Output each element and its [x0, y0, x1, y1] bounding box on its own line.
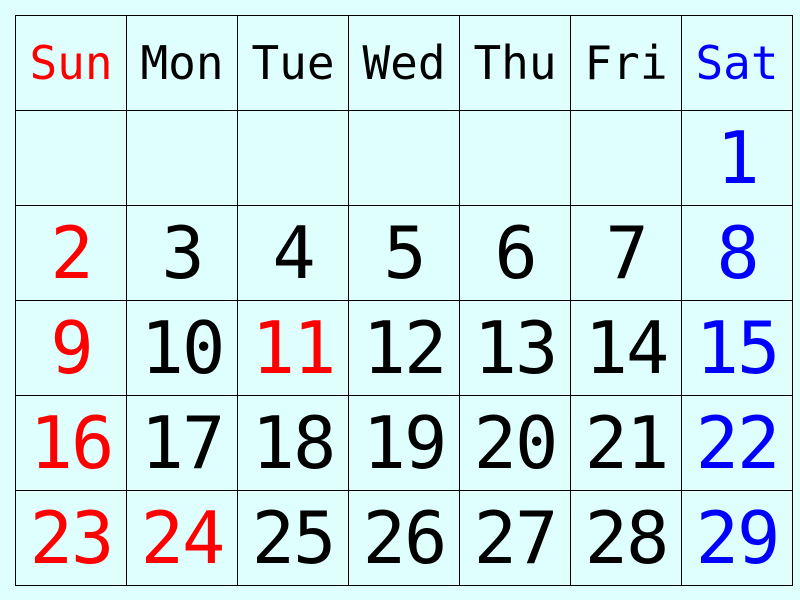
day-cell: 22 — [681, 395, 793, 491]
weekday-header-fri: Fri — [570, 15, 682, 111]
weekday-header-wed: Wed — [348, 15, 460, 111]
day-cell: 18 — [237, 395, 349, 491]
day-cell: 12 — [348, 300, 460, 396]
week-row-1: 1 — [15, 110, 793, 206]
day-number: 28 — [584, 496, 670, 580]
day-cell: 15 — [681, 300, 793, 396]
day-number: 24 — [140, 496, 226, 580]
day-cell — [459, 110, 571, 206]
day-number: 16 — [29, 401, 115, 485]
day-cell — [15, 110, 127, 206]
day-number: 13 — [473, 306, 559, 390]
day-number: 12 — [362, 306, 448, 390]
day-number: 26 — [362, 496, 448, 580]
weekday-header-mon: Mon — [126, 15, 238, 111]
day-number: 10 — [140, 306, 226, 390]
week-row-3: 9 10 11 12 13 14 15 — [15, 300, 793, 396]
day-number: 14 — [584, 306, 670, 390]
day-number: 20 — [473, 401, 559, 485]
day-cell: 6 — [459, 205, 571, 301]
day-cell: 29 — [681, 490, 793, 586]
calendar-grid: Sun Mon Tue Wed Thu Fri Sat 1 2 3 4 5 6 … — [15, 15, 793, 586]
day-cell: 17 — [126, 395, 238, 491]
day-number: 18 — [251, 401, 337, 485]
day-number: 25 — [251, 496, 337, 580]
day-cell: 25 — [237, 490, 349, 586]
day-number: 29 — [695, 496, 781, 580]
day-cell: 13 — [459, 300, 571, 396]
weekday-header-thu: Thu — [459, 15, 571, 111]
day-cell: 8 — [681, 205, 793, 301]
day-number: 17 — [140, 401, 226, 485]
week-row-2: 2 3 4 5 6 7 8 — [15, 205, 793, 301]
day-cell: 4 — [237, 205, 349, 301]
day-cell — [348, 110, 460, 206]
day-number: 2 — [50, 211, 93, 295]
day-cell: 10 — [126, 300, 238, 396]
day-cell: 28 — [570, 490, 682, 586]
week-row-5: 23 24 25 26 27 28 29 — [15, 490, 793, 586]
day-number: 21 — [584, 401, 670, 485]
day-number: 5 — [383, 211, 426, 295]
day-cell: 1 — [681, 110, 793, 206]
day-number: 27 — [473, 496, 559, 580]
day-number: 11 — [251, 306, 337, 390]
day-cell: 24 — [126, 490, 238, 586]
day-number: 19 — [362, 401, 448, 485]
day-number: 6 — [494, 211, 537, 295]
day-cell: 16 — [15, 395, 127, 491]
day-number: 15 — [695, 306, 781, 390]
day-cell — [570, 110, 682, 206]
day-cell: 27 — [459, 490, 571, 586]
day-cell: 11 — [237, 300, 349, 396]
day-cell: 26 — [348, 490, 460, 586]
day-number: 22 — [695, 401, 781, 485]
weekday-header-tue: Tue — [237, 15, 349, 111]
day-cell — [126, 110, 238, 206]
day-number: 3 — [161, 211, 204, 295]
day-cell: 14 — [570, 300, 682, 396]
day-cell: 19 — [348, 395, 460, 491]
day-cell: 21 — [570, 395, 682, 491]
day-cell: 20 — [459, 395, 571, 491]
day-number: 23 — [29, 496, 115, 580]
day-cell: 7 — [570, 205, 682, 301]
day-cell: 5 — [348, 205, 460, 301]
day-cell — [237, 110, 349, 206]
day-number: 8 — [716, 211, 759, 295]
week-row-4: 16 17 18 19 20 21 22 — [15, 395, 793, 491]
weekday-header-sun: Sun — [15, 15, 127, 111]
day-cell: 9 — [15, 300, 127, 396]
day-number: 4 — [272, 211, 315, 295]
day-number: 7 — [605, 211, 648, 295]
day-cell: 2 — [15, 205, 127, 301]
weekday-header-row: Sun Mon Tue Wed Thu Fri Sat — [15, 15, 793, 111]
day-number: 1 — [716, 116, 759, 200]
weekday-header-sat: Sat — [681, 15, 793, 111]
day-number: 9 — [50, 306, 93, 390]
day-cell: 23 — [15, 490, 127, 586]
day-cell: 3 — [126, 205, 238, 301]
